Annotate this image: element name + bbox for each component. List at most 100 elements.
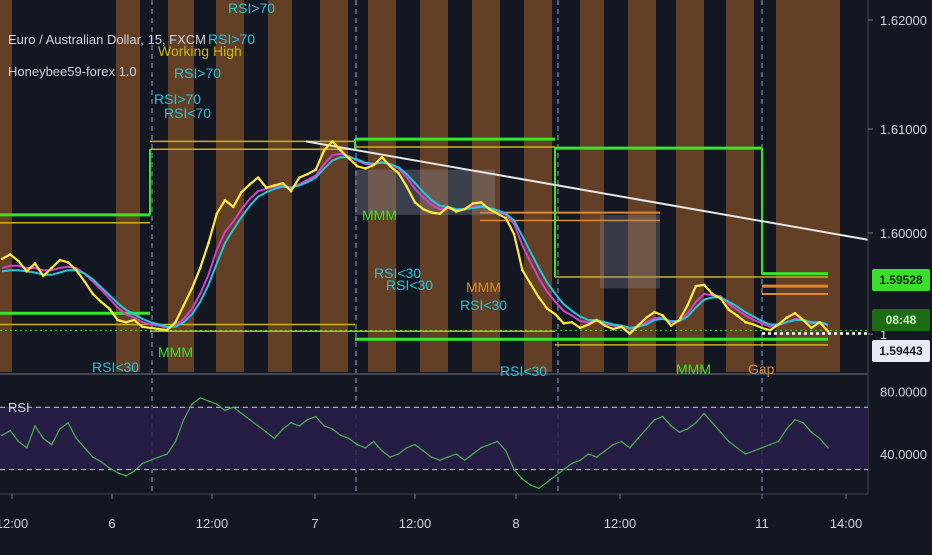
rsi-point [67, 422, 69, 424]
rsi-point [364, 446, 367, 449]
price-point [50, 266, 53, 270]
price-point [727, 308, 731, 312]
rsi-point [595, 456, 598, 458]
rsi-point [472, 453, 474, 455]
price-point [322, 149, 326, 152]
annotation-label: MMM [158, 344, 193, 360]
rsi-point [108, 467, 111, 469]
rsi-point [405, 446, 408, 449]
rsi-point [125, 475, 127, 477]
rsi-point [323, 425, 325, 427]
rsi-point [158, 456, 160, 458]
price-point [471, 202, 475, 205]
price-point [785, 316, 788, 320]
price-tick-label: 1 [880, 327, 887, 342]
rsi-point [116, 471, 119, 474]
annotation-label: RSI<30 [460, 297, 507, 313]
rsi-point [802, 422, 805, 424]
cursor-price-badge: 1.59443 [872, 340, 930, 362]
rsi-point [769, 443, 771, 446]
price-point [124, 320, 128, 324]
price-point [768, 328, 772, 332]
rsi-point [785, 428, 788, 430]
price-point [455, 210, 458, 213]
rsi-point [25, 446, 28, 449]
rsi-point [719, 431, 722, 433]
rsi-point [315, 415, 317, 418]
ma-magenta-line [1, 152, 829, 330]
price-point [463, 207, 466, 211]
price-point [587, 323, 590, 326]
rsi-point [141, 462, 144, 465]
price-tick-label: 1.60000 [880, 226, 927, 241]
time-tick-label: 12:00 [399, 516, 432, 531]
price-point [116, 318, 119, 322]
price-point [529, 282, 532, 286]
rsi-point [620, 440, 623, 443]
session-band [320, 0, 348, 372]
price-point [661, 314, 665, 317]
rsi-point [571, 462, 573, 465]
rsi-pane: RSI 80.0000 40.0000 [0, 385, 927, 490]
price-point [66, 261, 70, 264]
rsi-point [224, 409, 226, 412]
session-band [216, 0, 244, 372]
rsi-point [133, 470, 135, 472]
rsi-point [645, 428, 648, 430]
price-point [207, 241, 210, 245]
rsi-point [438, 459, 441, 462]
price-point [488, 207, 491, 211]
annotation-label: MMM [466, 279, 501, 295]
price-point [397, 171, 400, 175]
rsi-point [562, 468, 565, 471]
rsi-point [215, 403, 218, 405]
price-point [669, 324, 673, 327]
price-point [521, 268, 524, 272]
current-price-badge: 1.59528 [872, 269, 930, 291]
price-point [611, 327, 615, 331]
rsi-point [455, 453, 458, 455]
price-point [215, 212, 219, 216]
price-point [628, 332, 632, 335]
session-band [0, 0, 12, 372]
session-band [628, 0, 656, 372]
rsi-point [579, 459, 581, 462]
rsi-point [92, 456, 94, 458]
price-point [149, 326, 152, 330]
price-point [752, 323, 755, 326]
price-point [554, 313, 557, 316]
price-point [141, 325, 144, 329]
rsi-point [711, 422, 714, 424]
rsi-tick-label: 40.0000 [880, 447, 927, 462]
price-point [570, 320, 574, 324]
rsi-point [513, 468, 515, 471]
price-point [711, 292, 714, 296]
annotation-label: RSI<70 [164, 105, 211, 121]
rsi-point [34, 425, 36, 427]
rsi-point [290, 422, 292, 424]
price-point [231, 205, 235, 209]
price-point [174, 320, 177, 324]
price-point [504, 216, 508, 220]
price-point [430, 211, 433, 214]
price-point [190, 287, 194, 290]
time-tick-label: 12:00 [196, 516, 229, 531]
price-point [306, 172, 309, 176]
rsi-point [191, 403, 193, 405]
price-point [801, 318, 805, 322]
rsi-point [612, 443, 615, 446]
session-band [368, 0, 396, 372]
rsi-band [0, 407, 868, 470]
price-point [165, 328, 169, 332]
rsi-point [257, 425, 259, 427]
rsi-point [430, 456, 433, 458]
price-point [760, 326, 764, 330]
rsi-label: RSI [8, 400, 30, 415]
rsi-point [83, 446, 86, 449]
annotation-label: RSI>70 [174, 65, 221, 81]
time-tick-label: 7 [311, 516, 318, 531]
price-point [826, 329, 830, 333]
